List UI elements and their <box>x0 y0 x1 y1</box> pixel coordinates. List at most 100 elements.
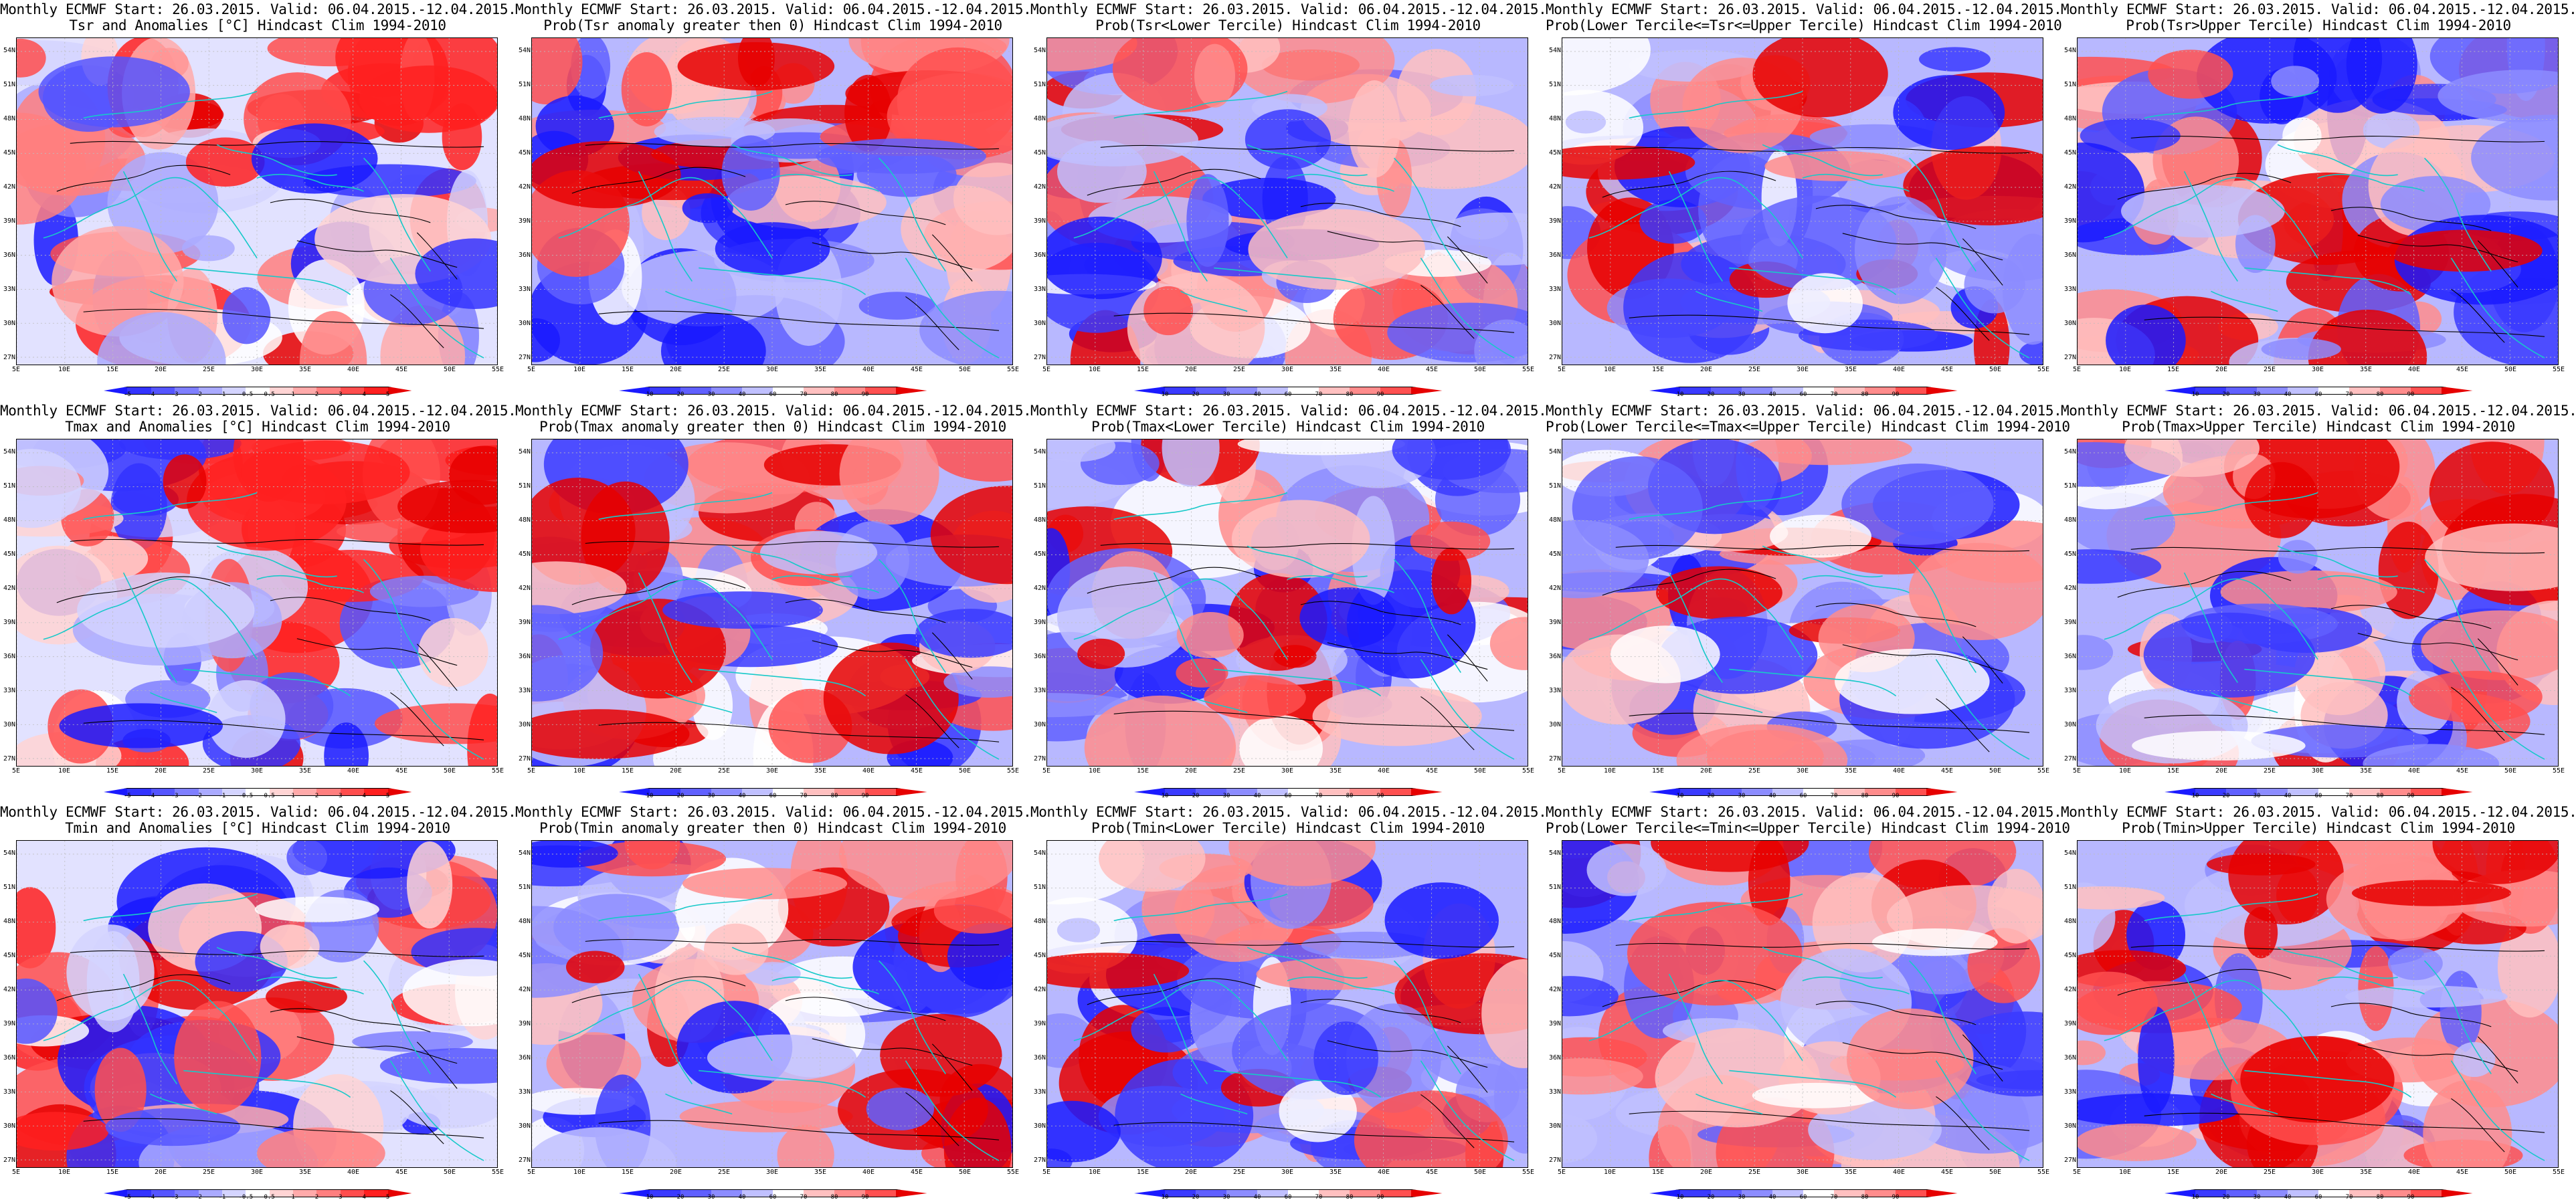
latitude-tick-label: 54N <box>2063 849 2076 857</box>
panel-title: Monthly ECMWF Start: 26.03.2015. Valid: … <box>1030 1 1547 36</box>
shaded-field-blob <box>621 52 672 126</box>
shaded-field-blob <box>182 235 235 262</box>
shaded-field-blob <box>1228 841 1376 886</box>
shaded-field-blob <box>1903 146 2043 226</box>
longitude-tick-label: 20E <box>154 1169 167 1176</box>
colorbar-tick-label: -5 <box>123 793 131 799</box>
colorbar-tick-label: 60 <box>1799 1194 1807 1201</box>
shaded-field-blob <box>222 287 271 344</box>
latitude-tick-label: 33N <box>2063 1088 2076 1096</box>
latitude-tick-label: 48N <box>518 918 531 925</box>
coastline <box>2423 960 2492 1075</box>
longitude-tick-label: 30E <box>1796 366 1809 373</box>
colorbar-tick-label: 10 <box>646 793 654 799</box>
title-line-run: Monthly ECMWF Start: 26.03.2015. Valid: … <box>1030 804 1547 820</box>
colorbar-segment <box>1865 387 1896 395</box>
map-panel: Monthly ECMWF Start: 26.03.2015. Valid: … <box>1546 803 2070 1204</box>
shaded-field-blob <box>2148 49 2233 99</box>
shaded-field-blob <box>2423 1080 2512 1167</box>
coastline <box>731 946 852 979</box>
colorbar-segment <box>650 788 681 796</box>
coastline <box>771 575 879 593</box>
latitude-tick-label: 45N <box>1548 149 1561 157</box>
contour-line <box>571 167 746 194</box>
coastline <box>1668 171 1723 282</box>
contour-line <box>1087 169 1261 196</box>
colorbar-segment <box>293 1189 317 1197</box>
coastline <box>122 973 177 1084</box>
map-panel: Monthly ECMWF Start: 26.03.2015. Valid: … <box>1546 401 2070 803</box>
shaded-field-blob <box>2078 1040 2106 1066</box>
longitude-tick-label: 25E <box>717 1169 731 1176</box>
coastline <box>1287 575 1394 593</box>
longitude-tick-label: 35E <box>814 366 827 373</box>
coastline <box>1935 659 2030 760</box>
coastline <box>905 258 1000 359</box>
colorbar-tick-label: -0.5 <box>238 391 254 398</box>
map-canvas <box>1562 841 2043 1167</box>
shaded-field-blob <box>745 962 801 986</box>
shaded-field-blob <box>1313 1021 1378 1096</box>
colorbar-segment <box>1134 788 1166 796</box>
colorbar-tick-label: -5 <box>123 1194 131 1201</box>
longitude-tick-label: 50E <box>958 1169 972 1176</box>
longitude-tick-label: 20E <box>1184 767 1198 775</box>
colorbar-tick-label: 2 <box>314 391 319 398</box>
shaded-field-blob <box>887 73 1012 160</box>
shaded-field-blob <box>677 41 835 91</box>
shaded-field-blob <box>1204 675 1306 720</box>
shaded-field-blob <box>1893 75 2005 150</box>
colorbar-segment <box>2165 1189 2196 1197</box>
colorbar-segment <box>2226 788 2258 796</box>
colorbar-segment <box>246 788 270 796</box>
map-area <box>531 37 1013 365</box>
colorbar-segment <box>387 387 412 395</box>
latitude-tick-label: 33N <box>518 687 531 694</box>
shaded-field-blob <box>1231 500 1370 579</box>
latitude-tick-label: 39N <box>3 1020 15 1027</box>
longitude-tick-label: 10E <box>2118 1169 2132 1176</box>
contour-line <box>270 597 431 621</box>
colorbar-tick-label: 20 <box>2222 793 2230 799</box>
colorbar-segment <box>2257 788 2288 796</box>
colorbar-tick-label: 40 <box>2284 391 2292 398</box>
latitude-tick-label: 36N <box>1548 1054 1561 1062</box>
latitude-tick-label: 48N <box>518 516 531 524</box>
coastline <box>2104 979 2318 1062</box>
coastline <box>1113 90 1288 119</box>
shaded-field-blob <box>823 642 959 755</box>
colorbar-tick-label: 20 <box>1192 793 1200 799</box>
longitude-tick-label: 25E <box>2263 1169 2276 1176</box>
shaded-field-blob <box>2078 549 2162 584</box>
shaded-field-blob <box>1871 928 1998 957</box>
coastline <box>1287 173 1394 192</box>
latitude-tick-label: 33N <box>1548 286 1561 293</box>
colorbar-tick-label: 70 <box>1830 391 1838 398</box>
colorbar-tick-label: 40 <box>1253 1194 1261 1201</box>
contour-line <box>1327 1040 1488 1068</box>
contour-line <box>1447 1045 1488 1093</box>
colorbar-segment <box>804 387 835 395</box>
coastline <box>1393 559 1461 674</box>
longitude-tick-label: 15E <box>1136 1169 1149 1176</box>
longitude-tick-label: 10E <box>1603 767 1617 775</box>
latitude-tick-label: 33N <box>1033 687 1046 694</box>
coastline <box>1629 893 1803 922</box>
colorbar-segment <box>680 788 712 796</box>
coastline <box>150 692 217 714</box>
longitude-tick-label: 50E <box>2504 1169 2517 1176</box>
colorbar-segment <box>1350 1189 1381 1197</box>
colorbar-tick-label: 90 <box>2407 391 2415 398</box>
colorbar-segment <box>221 387 246 395</box>
shaded-field-blob <box>1627 902 1803 1006</box>
coastline <box>598 893 773 922</box>
coastline <box>2183 973 2238 1084</box>
shaded-field-blob <box>2124 439 2260 478</box>
colorbar-segment <box>1134 387 1166 395</box>
map-panel: Monthly ECMWF Start: 26.03.2015. Valid: … <box>0 0 517 401</box>
contour-line <box>270 1008 431 1033</box>
colorbar-segment <box>2226 1189 2258 1197</box>
map-panel: Monthly ECMWF Start: 26.03.2015. Valid: … <box>2061 0 2576 401</box>
longitude-tick-label: 55E <box>491 366 504 373</box>
latitude-tick-label: 54N <box>1033 47 1046 54</box>
